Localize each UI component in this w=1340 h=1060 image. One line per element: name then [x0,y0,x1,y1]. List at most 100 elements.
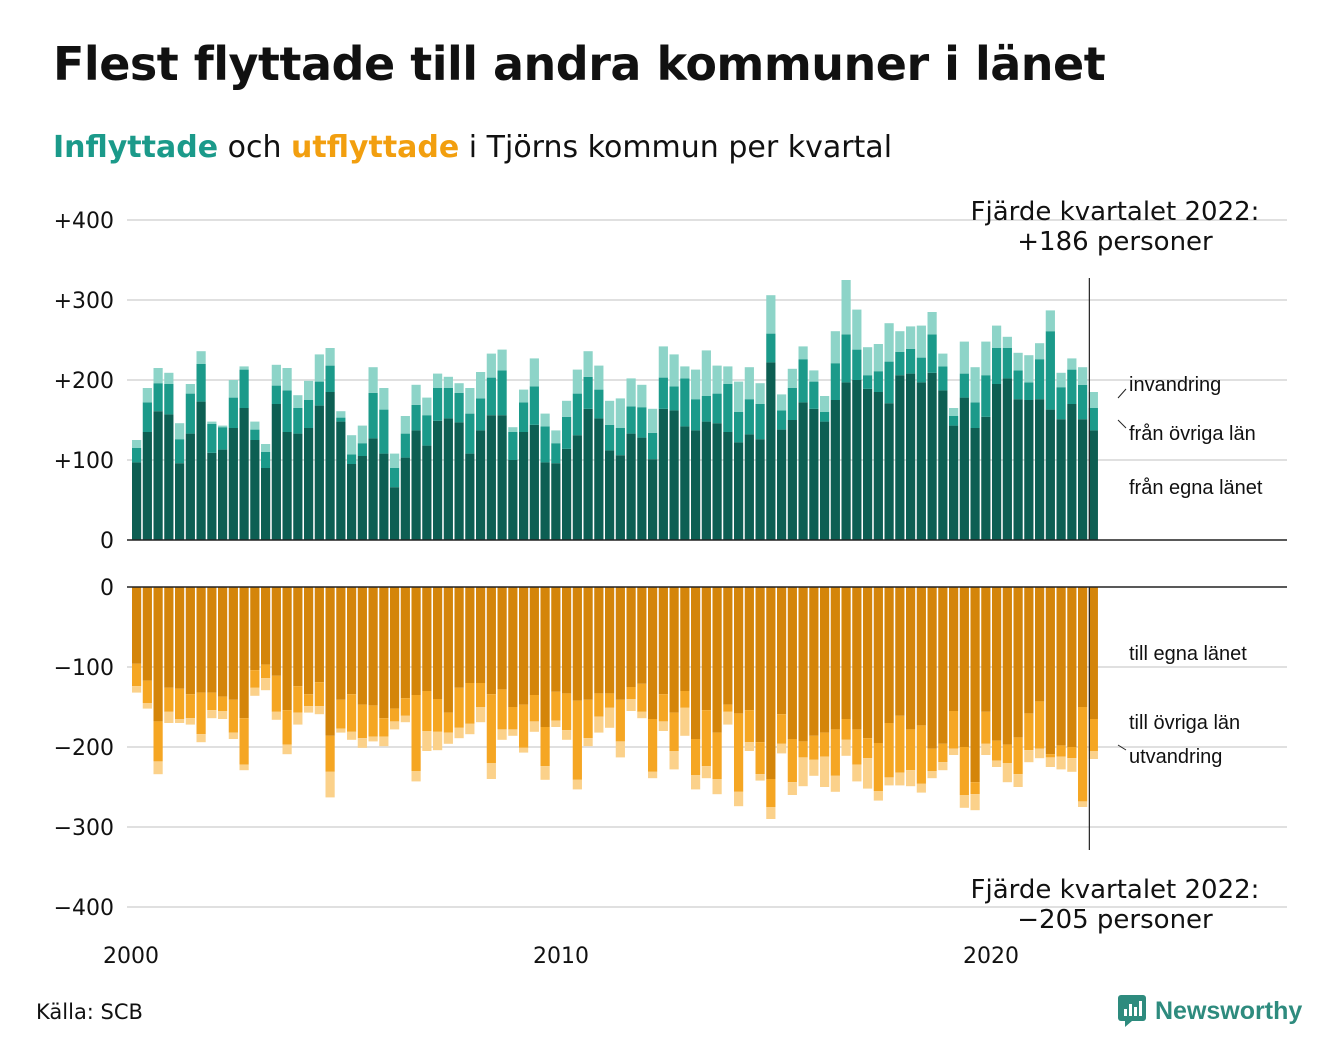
bar-out-2 [648,771,658,779]
bar-in-0 [293,433,303,540]
y-tick-label: +100 [54,449,114,474]
bar-in-0 [476,430,486,540]
bar-in-2 [766,295,776,334]
bar-out-0 [712,587,722,733]
bar-in-2 [938,353,948,367]
bar-out-0 [1045,587,1055,755]
bar-in-2 [250,421,260,430]
bar-out-1 [1078,707,1088,802]
bar-out-1 [497,689,507,730]
y-tick-label: +300 [54,289,114,314]
bar-out-0 [1078,587,1088,707]
bar-out-2 [809,759,819,776]
bar-in-2 [336,411,346,418]
bar-in-1 [830,363,840,400]
bar-out-0 [884,587,894,723]
bar-out-0 [390,587,400,709]
bar-in-2 [239,366,249,370]
annotation-bottom-label: Fjärde kvartalet 2022: [971,875,1260,905]
bar-in-2 [1024,355,1034,383]
bar-out-2 [465,723,475,735]
bar-in-2 [830,331,840,364]
bar-out-2 [755,774,765,781]
bar-in-0 [433,420,443,540]
bar-in-2 [271,364,281,386]
bar-in-0 [379,453,389,540]
bar-out-1 [293,686,303,713]
bar-in-0 [970,428,980,540]
bar-out-1 [465,683,475,724]
bar-in-0 [680,426,690,540]
bar-in-1 [906,348,916,374]
bar-out-0 [228,587,238,700]
bar-in-2 [304,380,314,400]
bar-in-2 [755,383,765,404]
bar-out-1 [379,718,389,737]
bar-out-1 [787,739,797,783]
bar-in-1 [766,333,776,363]
bar-in-1 [841,334,851,383]
bar-out-1 [390,708,400,722]
bar-out-0 [777,587,787,715]
bar-out-2 [293,712,303,725]
subtitle-inflyttade: Inflyttade [53,130,219,165]
bar-in-2 [873,344,883,372]
bar-out-0 [519,587,529,705]
bar-out-0 [508,587,518,707]
bar-out-0 [852,587,862,730]
bar-in-2 [228,380,238,398]
bar-in-0 [895,375,905,540]
bar-out-2 [347,731,357,740]
bar-in-0 [540,462,550,540]
bar-out-2 [863,758,873,789]
bar-in-1 [282,390,292,432]
newsworthy-logo: Newsworthy [1117,994,1302,1028]
bar-in-2 [551,430,561,444]
bar-out-1 [476,683,486,707]
bar-out-2 [175,719,185,723]
bar-out-2 [250,687,260,696]
bar-out-1 [691,739,701,775]
bar-in-1 [981,375,991,417]
bar-in-0 [207,452,217,540]
bar-out-2 [411,771,421,782]
bar-out-1 [701,710,711,767]
bar-out-1 [615,699,625,742]
bar-in-1 [605,424,615,451]
bar-in-0 [562,448,572,540]
bar-out-1 [637,683,647,712]
bar-out-1 [820,732,830,757]
bar-out-0 [766,587,776,779]
bar-out-2 [1024,750,1034,763]
bar-out-0 [981,587,991,712]
bar-in-1 [422,415,432,446]
bar-out-0 [304,587,314,695]
bar-out-2 [1056,756,1066,770]
bar-out-1 [949,711,959,749]
bar-in-1 [486,377,496,416]
bar-out-0 [626,587,636,687]
bar-out-1 [529,695,539,722]
bar-in-2 [637,384,647,408]
bar-in-0 [949,425,959,540]
bar-in-0 [196,401,206,540]
bar-out-1 [583,699,593,739]
bar-out-0 [142,587,152,681]
bar-out-0 [551,587,561,692]
bar-out-1 [830,729,840,776]
bar-in-0 [787,420,797,540]
bar-out-2 [884,777,894,786]
bar-out-1 [927,748,937,771]
bar-out-2 [379,736,389,747]
bar-out-0 [1035,587,1045,702]
bar-out-2 [680,707,690,736]
bar-in-2 [562,400,572,417]
bar-in-1 [658,377,668,409]
bar-out-1 [863,738,873,759]
bar-out-2 [981,743,991,755]
bar-out-2 [185,718,195,725]
bar-in-0 [572,435,582,540]
bar-in-0 [551,463,561,540]
bar-out-0 [970,587,980,783]
bar-in-1 [368,392,378,439]
